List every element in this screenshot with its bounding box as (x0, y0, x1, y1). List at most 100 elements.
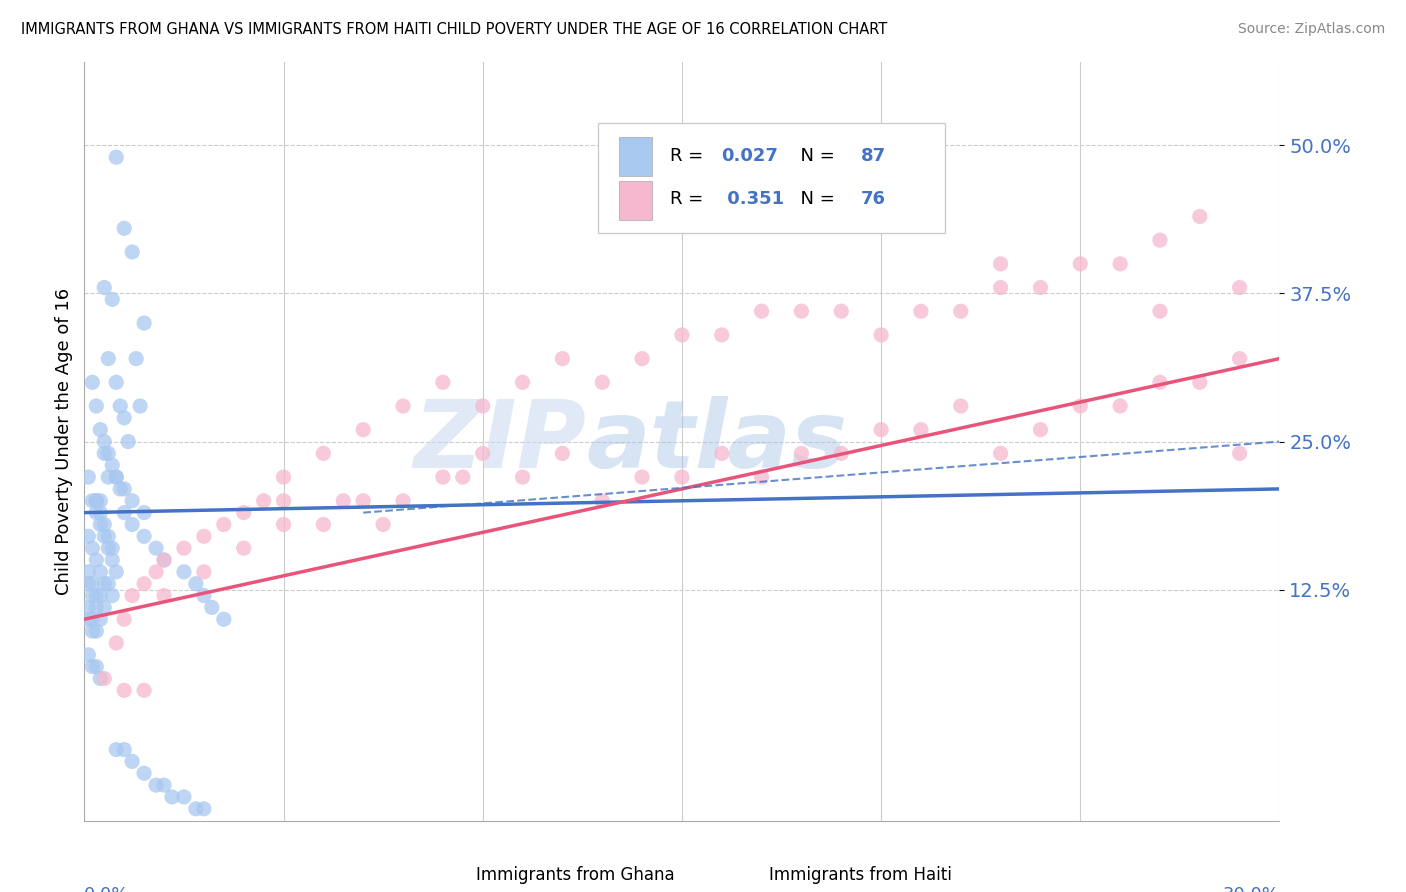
Point (89, 589, 111, 603)
Point (97, 541, 120, 556)
Point (153, 553, 176, 567)
Point (990, 280, 1012, 294)
Point (153, 778, 176, 792)
Point (89, 565, 111, 579)
Point (332, 493, 354, 508)
Point (145, 778, 167, 792)
Point (89, 517, 111, 532)
Point (990, 446, 1012, 460)
Point (160, 789, 183, 804)
Point (1109, 257, 1132, 271)
Point (101, 458, 124, 473)
Point (1029, 280, 1052, 294)
Text: 76: 76 (862, 190, 886, 208)
Point (132, 529, 156, 543)
Point (82, 589, 104, 603)
Point (512, 376, 534, 390)
Point (101, 553, 124, 567)
Point (1229, 446, 1251, 460)
Point (471, 399, 494, 413)
Point (1069, 257, 1091, 271)
Point (105, 565, 128, 579)
Bar (443, 858, 470, 892)
Point (471, 446, 494, 460)
Point (1109, 399, 1132, 413)
Point (432, 376, 454, 390)
Point (671, 470, 693, 484)
Point (193, 802, 215, 816)
Point (631, 470, 654, 484)
Point (112, 742, 135, 756)
Text: R =: R = (671, 190, 709, 208)
Point (193, 529, 215, 543)
Point (1188, 210, 1211, 224)
Point (77, 576, 100, 591)
Point (184, 576, 207, 591)
Point (77, 565, 100, 579)
Point (112, 482, 135, 496)
Point (101, 589, 124, 603)
Text: 0.027: 0.027 (721, 146, 779, 165)
Point (591, 376, 613, 390)
Text: 0.351: 0.351 (721, 190, 785, 208)
Point (97, 351, 120, 366)
Point (86, 600, 108, 615)
Point (105, 742, 128, 756)
Point (97, 576, 120, 591)
Text: 87: 87 (862, 146, 886, 165)
Point (870, 210, 893, 224)
Point (232, 541, 254, 556)
Point (82, 624, 104, 639)
Point (173, 541, 195, 556)
Point (551, 446, 574, 460)
Text: 30.0%: 30.0% (1223, 886, 1279, 892)
Point (112, 506, 135, 520)
Point (77, 529, 100, 543)
Text: Immigrants from Haiti: Immigrants from Haiti (769, 866, 952, 884)
Point (173, 565, 195, 579)
Point (132, 316, 156, 330)
Text: N =: N = (790, 146, 841, 165)
Point (273, 470, 295, 484)
Point (93, 600, 115, 615)
Text: atlas: atlas (586, 395, 848, 488)
Text: Immigrants from Ghana: Immigrants from Ghana (477, 866, 675, 884)
Point (89, 612, 111, 626)
Point (97, 446, 120, 460)
Text: 0.0%: 0.0% (84, 886, 129, 892)
Point (1229, 280, 1251, 294)
Point (591, 493, 613, 508)
Y-axis label: Child Poverty Under the Age of 16: Child Poverty Under the Age of 16 (55, 288, 73, 595)
Point (201, 600, 224, 615)
Point (86, 553, 108, 567)
Point (89, 493, 111, 508)
Point (1029, 423, 1052, 437)
Point (910, 423, 932, 437)
Point (110, 399, 132, 413)
Point (86, 493, 108, 508)
Point (631, 351, 654, 366)
Point (125, 351, 148, 366)
Point (751, 470, 773, 484)
Text: IMMIGRANTS FROM GHANA VS IMMIGRANTS FROM HAITI CHILD POVERTY UNDER THE AGE OF 16: IMMIGRANTS FROM GHANA VS IMMIGRANTS FROM… (21, 22, 887, 37)
Point (86, 659, 108, 673)
Point (193, 589, 215, 603)
Point (77, 470, 100, 484)
Point (121, 755, 143, 769)
Point (312, 517, 335, 532)
Bar (619, 181, 652, 220)
Point (790, 304, 813, 318)
Point (671, 327, 693, 342)
Point (790, 162, 813, 177)
Bar (735, 858, 762, 892)
Point (93, 672, 115, 686)
Point (112, 612, 135, 626)
Point (82, 576, 104, 591)
Point (105, 470, 128, 484)
Point (751, 304, 773, 318)
Point (86, 493, 108, 508)
Point (145, 541, 167, 556)
Point (790, 446, 813, 460)
Point (392, 493, 415, 508)
Point (110, 482, 132, 496)
